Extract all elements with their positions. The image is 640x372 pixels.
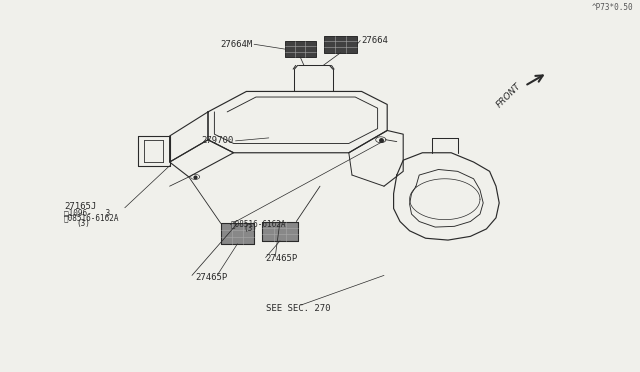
Text: 27664M: 27664M (221, 40, 253, 49)
Text: 27664: 27664 (362, 36, 388, 45)
Text: 279700: 279700 (202, 137, 234, 145)
Bar (262, 221, 298, 241)
Text: SEE SEC. 270: SEE SEC. 270 (266, 304, 330, 313)
Bar (221, 223, 254, 244)
Text: FRONT: FRONT (495, 81, 523, 109)
Text: 27465P: 27465P (266, 254, 298, 263)
Text: ^P73*0.50: ^P73*0.50 (592, 3, 634, 12)
Bar (285, 41, 316, 57)
Text: (3): (3) (77, 219, 91, 228)
Text: Ⓝ08516-6162A: Ⓝ08516-6162A (64, 213, 120, 222)
Text: □1096-   3: □1096- 3 (64, 208, 110, 217)
Text: Ⓝ08516-6162A: Ⓝ08516-6162A (230, 219, 286, 228)
Text: 27465P: 27465P (195, 273, 227, 282)
Text: 27165J: 27165J (64, 202, 96, 211)
Bar (262, 221, 298, 241)
Bar (221, 223, 254, 244)
Bar (324, 36, 357, 53)
Text: (3): (3) (243, 224, 257, 234)
